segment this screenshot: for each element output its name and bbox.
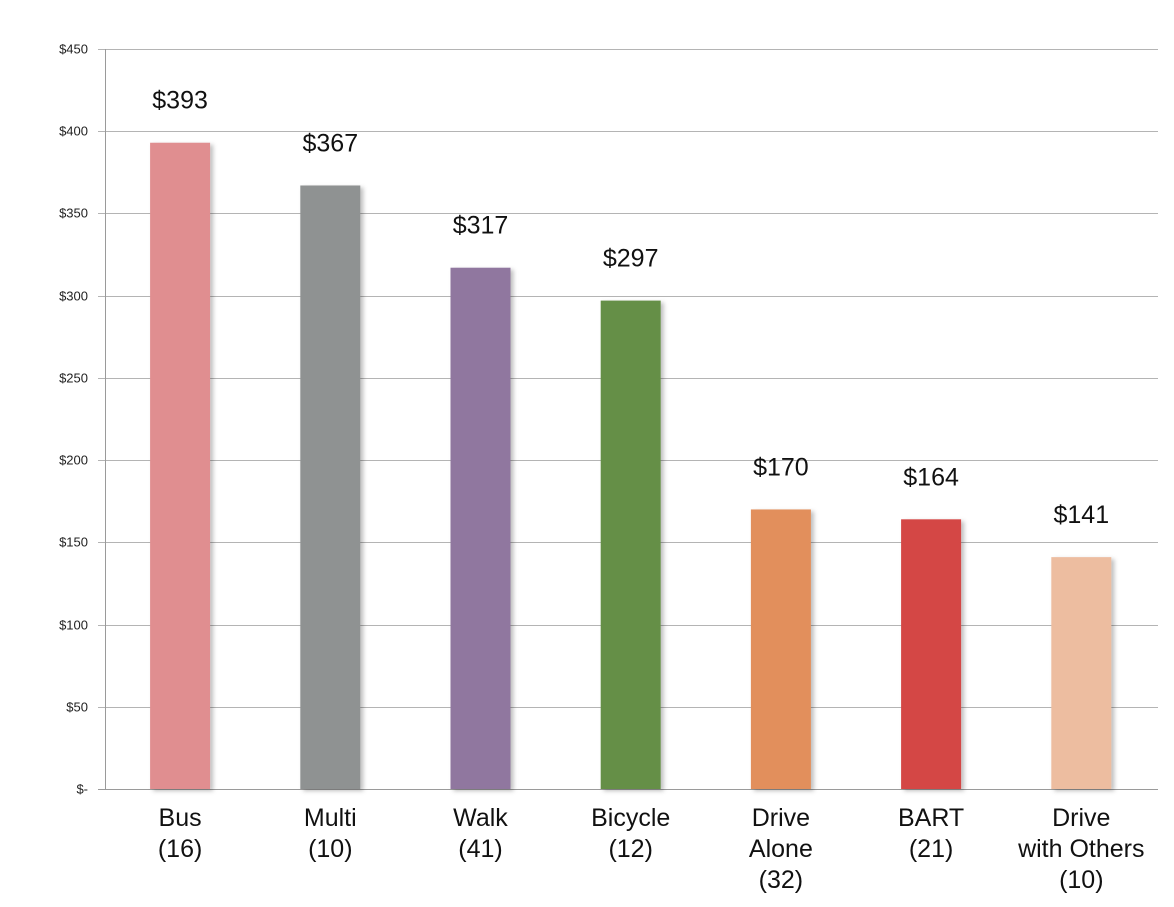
data-label: $393	[152, 87, 208, 115]
bar	[300, 185, 361, 789]
y-tick-label: $350	[59, 206, 88, 221]
category-label: BART (21)	[898, 804, 964, 863]
bar	[1051, 557, 1112, 789]
y-tick-label: $50	[66, 700, 88, 715]
y-tick-label: $100	[59, 618, 88, 633]
bar	[450, 267, 511, 789]
y-tick-label: $450	[59, 42, 88, 57]
category-label: Bicycle (12)	[591, 804, 670, 863]
x-tick-label-line: Alone	[749, 835, 813, 863]
category-label: Drive with Others (10)	[1017, 804, 1144, 894]
y-axis-tick-labels: $- $50 $100 $150 $200 $250 $300 $350 $400 $450	[59, 42, 88, 797]
x-tick-label-line: (32)	[759, 866, 803, 894]
x-tick-label-line: Drive	[752, 804, 810, 832]
category-label: Bus (16)	[158, 804, 202, 863]
category-label: Walk (41)	[453, 804, 508, 863]
bars	[150, 142, 1112, 789]
y-tick-label: $200	[59, 453, 88, 468]
category-labels: Bus (16) Multi (10) Walk (41) Bicycle (12) Drive…	[158, 804, 1145, 894]
x-tick-label-line: (41)	[458, 835, 502, 863]
category-label: Multi (10)	[304, 804, 357, 863]
x-tick-label-line: Drive	[1052, 804, 1110, 832]
y-tick-label: $300	[59, 289, 88, 304]
data-label: $170	[753, 453, 809, 481]
data-label: $297	[603, 245, 659, 273]
x-tick-label-line: (21)	[909, 835, 953, 863]
x-tick-label-line: (10)	[308, 835, 352, 863]
data-label: $367	[302, 129, 358, 157]
x-tick-label-line: (10)	[1059, 866, 1103, 894]
y-tick-label: $150	[59, 535, 88, 550]
value-labels: $393 $367 $317 $297 $170 $164 $141	[152, 87, 1109, 529]
x-tick-label-line: with Others	[1017, 835, 1144, 863]
data-label: $164	[903, 463, 959, 491]
data-label: $317	[453, 212, 509, 240]
x-tick-label-line: (16)	[158, 835, 202, 863]
y-tick-label: $250	[59, 371, 88, 386]
x-tick-label-line: Walk	[453, 804, 508, 832]
data-label: $141	[1053, 501, 1109, 529]
bar	[600, 300, 661, 789]
x-tick-label-line: (12)	[608, 835, 652, 863]
x-tick-label-line: BART	[898, 804, 964, 832]
y-tick-label: $400	[59, 124, 88, 139]
x-tick-label-line: Bus	[159, 804, 202, 832]
bar	[750, 509, 811, 789]
y-tick-label: $-	[76, 782, 88, 797]
category-label: Drive Alone (32)	[749, 804, 813, 894]
x-tick-label-line: Bicycle	[591, 804, 670, 832]
bar	[150, 142, 211, 789]
x-tick-label-line: Multi	[304, 804, 357, 832]
bar	[901, 519, 962, 789]
